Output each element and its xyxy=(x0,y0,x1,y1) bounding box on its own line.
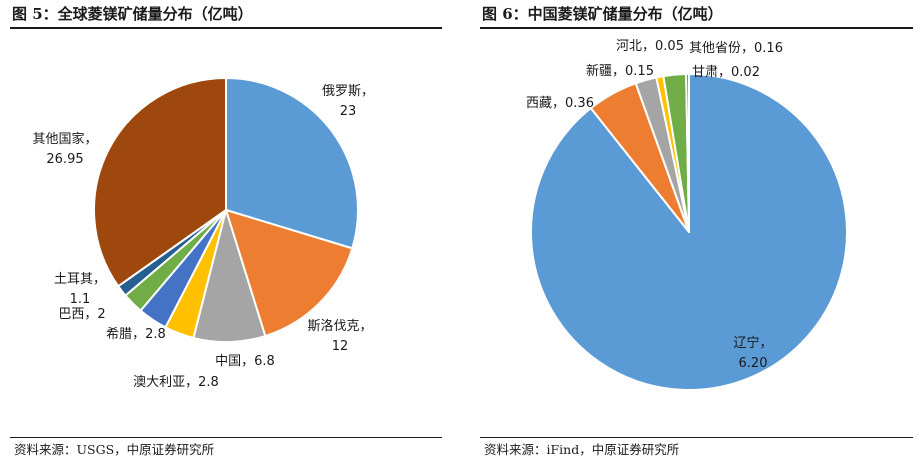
source-note: 资料来源：USGS，中原证券研究所 xyxy=(14,442,215,457)
data-label-3: 新疆，0.15 xyxy=(586,63,654,79)
source-rule xyxy=(480,437,913,438)
pie-slice-1 xyxy=(225,77,359,250)
title-rule xyxy=(480,27,913,29)
data-label-7: 土耳其， 1.1 xyxy=(54,272,106,307)
chart-title: 图 6：中国菱镁矿储量分布（亿吨） xyxy=(482,5,723,23)
data-label-4: 河北，0.05 xyxy=(616,39,684,54)
data-label-1: 辽宁， 6.20 xyxy=(733,335,772,371)
data-label-6: 巴西，2 xyxy=(58,307,105,322)
data-label-8: 其他国家， 26.95 xyxy=(32,131,97,167)
chart-title: 图 5：全球菱镁矿储量分布（亿吨） xyxy=(12,5,253,23)
source-rule xyxy=(10,437,442,438)
pie-slice-8 xyxy=(93,77,227,288)
title-rule xyxy=(10,27,442,29)
data-label-1: 俄罗斯， 23 xyxy=(322,84,374,119)
pie-chart-global: 俄罗斯， 23 斯洛伐克， 12 中国，6.8 澳大利亚，2.8 希腊，2.8巴西，2土耳其… xyxy=(32,77,374,390)
data-label-3: 中国，6.8 xyxy=(215,354,275,369)
pie-slice-6 xyxy=(685,73,690,233)
chart-panel-global: 图 5：全球菱镁矿储量分布（亿吨） 俄罗斯， 23 斯洛伐克， 12 中国，6.8 澳大利… xyxy=(0,0,452,462)
data-label-5: 希腊，2.8 xyxy=(106,327,166,342)
data-label-6: 甘肃，0.02 xyxy=(692,65,760,80)
data-label-5: 其他省份，0.16 xyxy=(689,41,783,56)
pie-chart-china: 辽宁， 6.20 西藏，0.36 新疆，0.15 河北，0.05 其他省份，0.16 甘肃，… xyxy=(526,39,848,391)
data-label-4: 澳大利亚，2.8 xyxy=(133,374,219,390)
pie-slice-2 xyxy=(225,209,354,338)
data-label-2: 西藏，0.36 xyxy=(526,96,594,111)
data-label-2: 斯洛伐克， 12 xyxy=(307,319,372,354)
chart-panel-china: 图 6：中国菱镁矿储量分布（亿吨） 辽宁， 6.20 西藏，0.36 新疆，0.15 河… xyxy=(470,0,923,462)
source-note: 资料来源：iFind，中原证券研究所 xyxy=(484,442,680,457)
